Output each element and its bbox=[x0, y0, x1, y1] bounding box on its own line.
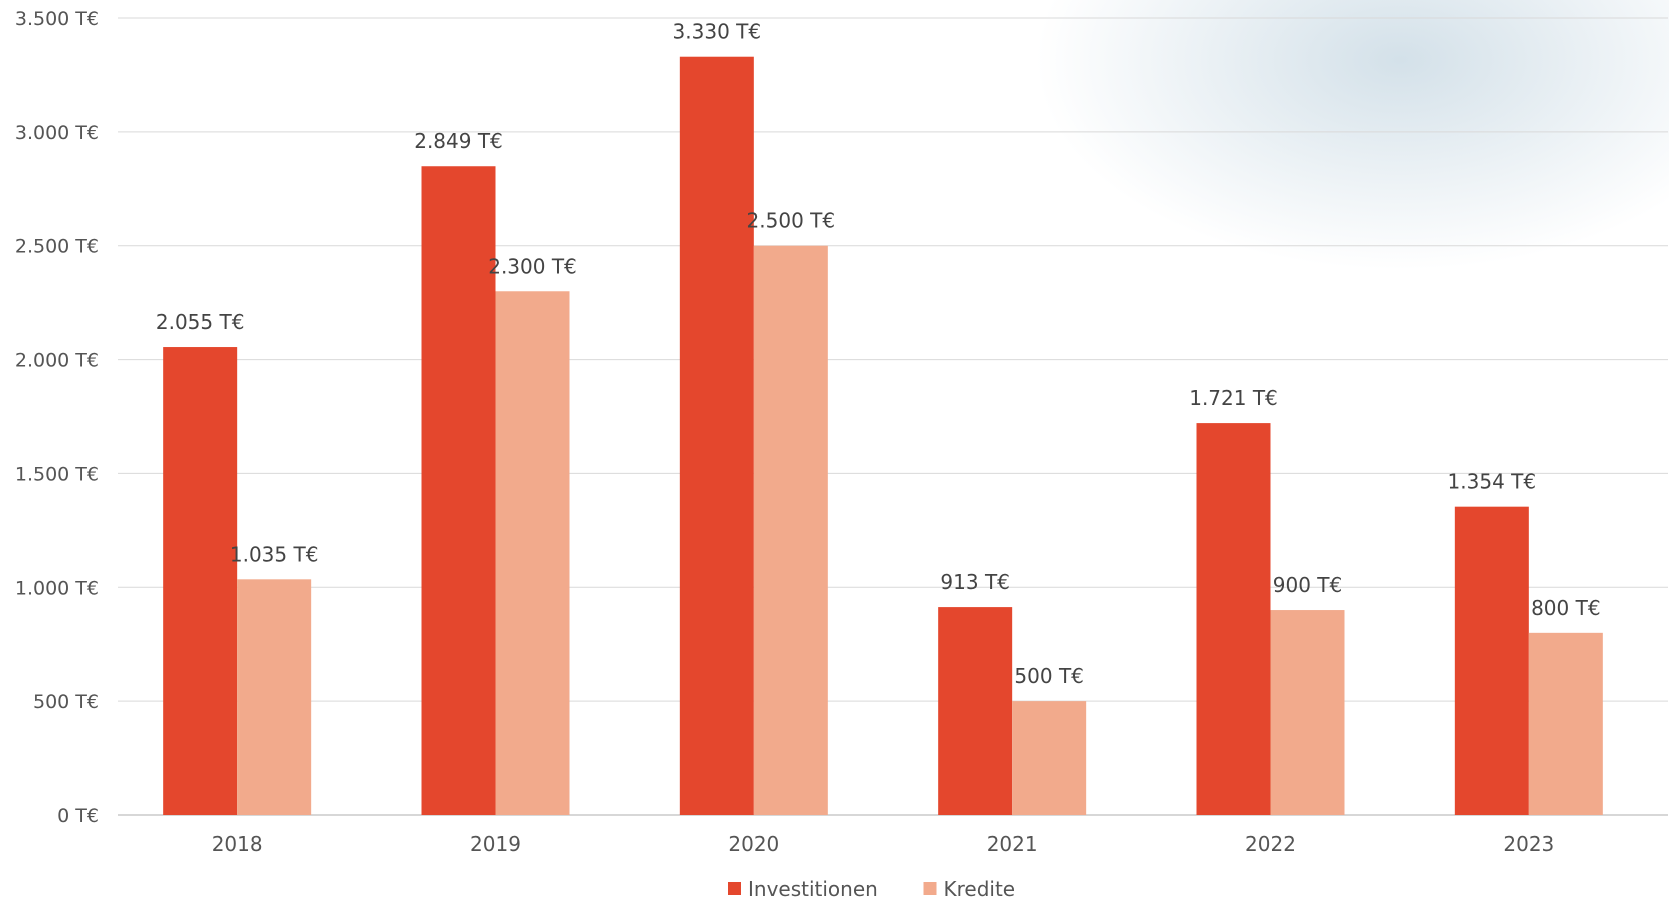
data-label-investitionen-2019: 2.849 T€ bbox=[414, 129, 503, 153]
data-label-kredite-2019: 2.300 T€ bbox=[488, 254, 577, 278]
legend: Investitionen Kredite bbox=[728, 877, 1015, 901]
bar-kredite-2022 bbox=[1270, 610, 1345, 815]
legend-swatch-investitionen bbox=[728, 882, 741, 895]
bar-kredite-2021 bbox=[1012, 701, 1087, 815]
bar-investitionen-2018 bbox=[163, 347, 238, 815]
data-labels: 2.055 T€ 1.035 T€ 2.849 T€ 2.300 T€ 3.330 T€… bbox=[156, 20, 1601, 688]
bar-kredite-2019 bbox=[495, 291, 570, 815]
data-label-investitionen-2021: 913 T€ bbox=[940, 570, 1009, 594]
y-axis-ticks: 0 T€ 500 T€ 1.000 T€ 1.500 T€ 2.000 T€ 2.500 … bbox=[15, 8, 99, 827]
x-category-label-2019: 2019 bbox=[470, 832, 521, 856]
data-label-investitionen-2022: 1.721 T€ bbox=[1189, 386, 1278, 410]
data-label-kredite-2023: 800 T€ bbox=[1531, 596, 1600, 620]
x-category-label-2020: 2020 bbox=[728, 832, 779, 856]
legend-label-investitionen: Investitionen bbox=[748, 877, 878, 901]
bar-investitionen-2023 bbox=[1454, 506, 1529, 815]
data-label-kredite-2021: 500 T€ bbox=[1014, 664, 1083, 688]
bar-kredite-2018 bbox=[237, 579, 312, 815]
bar-kredite-2023 bbox=[1528, 632, 1603, 815]
x-category-label-2021: 2021 bbox=[987, 832, 1038, 856]
legend-swatch-kredite bbox=[923, 882, 937, 895]
gridlines bbox=[118, 17, 1668, 816]
y-tick-label: 3.000 T€ bbox=[15, 122, 99, 144]
data-label-kredite-2020: 2.500 T€ bbox=[747, 209, 836, 233]
bar-investitionen-2021 bbox=[938, 607, 1013, 815]
y-tick-label: 1.000 T€ bbox=[15, 577, 99, 599]
data-label-kredite-2018: 1.035 T€ bbox=[230, 542, 319, 566]
bar-kredite-2020 bbox=[753, 245, 828, 815]
y-tick-label: 3.500 T€ bbox=[15, 8, 99, 30]
x-axis-categories: 2018 2019 2020 2021 2022 2023 bbox=[212, 832, 1555, 856]
x-category-label-2018: 2018 bbox=[212, 832, 263, 856]
data-label-investitionen-2020: 3.330 T€ bbox=[673, 20, 762, 44]
bars bbox=[163, 56, 1603, 816]
data-label-investitionen-2023: 1.354 T€ bbox=[1448, 470, 1537, 494]
bar-investitionen-2019 bbox=[421, 166, 496, 815]
x-category-label-2022: 2022 bbox=[1245, 832, 1296, 856]
data-label-kredite-2022: 900 T€ bbox=[1273, 573, 1342, 597]
data-label-investitionen-2018: 2.055 T€ bbox=[156, 310, 245, 334]
x-category-label-2023: 2023 bbox=[1503, 832, 1554, 856]
bar-investitionen-2020 bbox=[679, 56, 754, 816]
bar-investitionen-2022 bbox=[1196, 423, 1271, 815]
y-tick-label: 2.500 T€ bbox=[15, 236, 99, 258]
y-tick-label: 2.000 T€ bbox=[15, 350, 99, 372]
y-tick-label: 500 T€ bbox=[33, 691, 99, 713]
legend-label-kredite: Kredite bbox=[944, 877, 1016, 901]
y-tick-label: 0 T€ bbox=[57, 805, 99, 827]
y-tick-label: 1.500 T€ bbox=[15, 463, 99, 485]
